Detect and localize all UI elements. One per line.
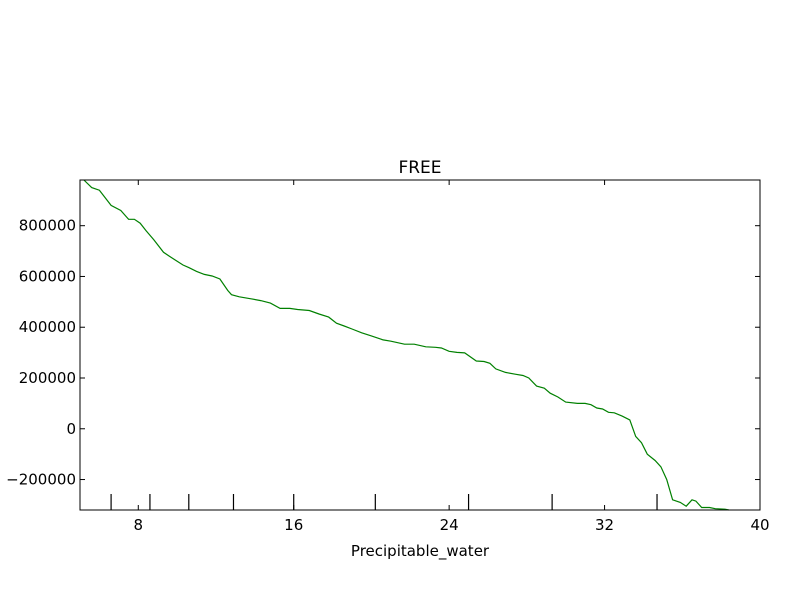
y-tick-label: −200000 xyxy=(6,471,76,489)
x-tick-label: 8 xyxy=(134,516,144,534)
y-tick-label: 200000 xyxy=(19,369,76,387)
x-tick-label: 40 xyxy=(750,516,769,534)
plot-area xyxy=(83,179,730,511)
plot-frame xyxy=(79,179,761,511)
rug-marks xyxy=(110,494,658,510)
x-tick-label: 32 xyxy=(595,516,614,534)
y-tick-label: 600000 xyxy=(19,267,76,285)
chart-title: FREE xyxy=(398,158,441,178)
y-tick-label: 0 xyxy=(66,420,76,438)
axes: 8 16 24 32 40 −200000 0 200000 400000 600000 80000… xyxy=(6,180,770,534)
y-tick-label: 400000 xyxy=(19,318,76,336)
y-tick-label: 800000 xyxy=(19,217,76,235)
x-tick-label: 24 xyxy=(440,516,459,534)
series-line xyxy=(83,179,730,511)
x-tick-label: 16 xyxy=(284,516,303,534)
x-axis-label: Precipitable_water xyxy=(351,542,490,561)
